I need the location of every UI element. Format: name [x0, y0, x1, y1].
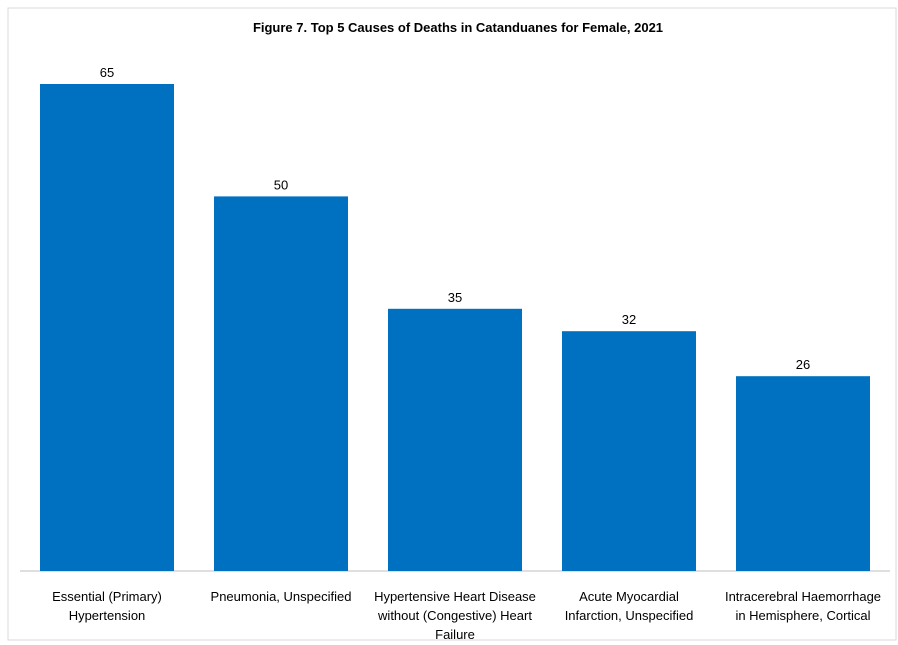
bar-2 — [214, 196, 348, 571]
category-label-line: in Hemisphere, Cortical — [735, 608, 870, 623]
category-labels-group: Essential (Primary) Hypertension Pneumonia… — [52, 589, 881, 642]
category-label-4: Acute Myocardial Infarction, Unspecified — [565, 589, 694, 623]
bar-5 — [736, 376, 870, 571]
category-label-5: Intracerebral Haemorrhage in Hemisphere, … — [725, 589, 881, 623]
data-label-2: 50 — [274, 177, 288, 192]
data-label-1: 65 — [100, 65, 114, 80]
data-label-4: 32 — [622, 312, 636, 327]
bar-3 — [388, 308, 522, 571]
category-label-line: Hypertensive Heart Disease — [374, 589, 536, 604]
bars-group — [40, 84, 870, 571]
data-label-3: 35 — [448, 290, 462, 305]
data-labels-group: 65 50 35 32 26 — [100, 65, 810, 372]
category-label-line: Failure — [435, 627, 475, 642]
bar-4 — [562, 331, 696, 571]
category-label-3: Hypertensive Heart Disease without (Conge… — [374, 589, 536, 642]
category-label-line: Acute Myocardial — [579, 589, 679, 604]
category-label-line: without (Congestive) Heart — [377, 608, 532, 623]
bar-1 — [40, 84, 174, 571]
category-label-line: Pneumonia, Unspecified — [211, 589, 352, 604]
data-label-5: 26 — [796, 357, 810, 372]
category-label-line: Intracerebral Haemorrhage — [725, 589, 881, 604]
category-label-1: Essential (Primary) Hypertension — [52, 589, 162, 623]
chart-title: Figure 7. Top 5 Causes of Deaths in Cata… — [253, 20, 663, 35]
category-label-line: Essential (Primary) — [52, 589, 162, 604]
category-label-2: Pneumonia, Unspecified — [211, 589, 352, 604]
category-label-line: Infarction, Unspecified — [565, 608, 694, 623]
category-label-line: Hypertension — [69, 608, 146, 623]
